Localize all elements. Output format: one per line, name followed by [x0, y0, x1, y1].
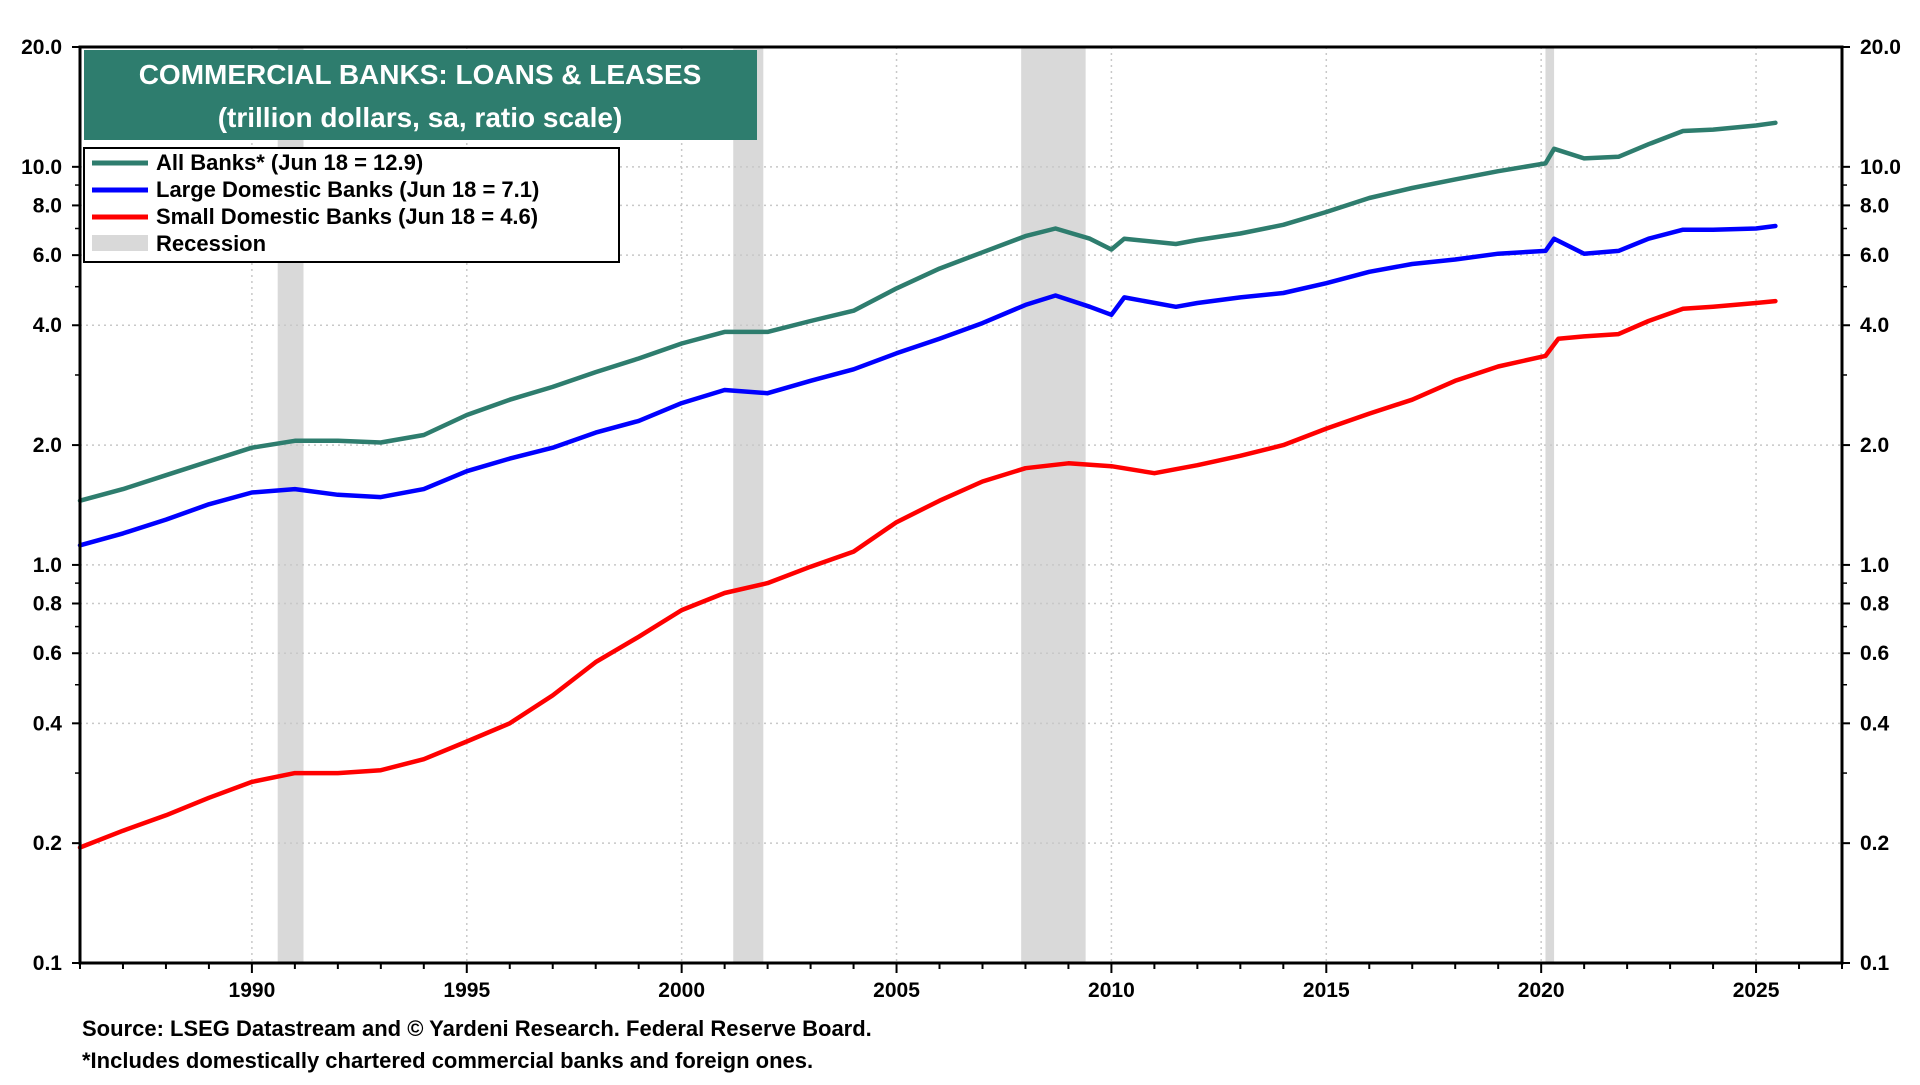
y-tick-label-right: 8.0 [1860, 194, 1889, 217]
title-box: COMMERCIAL BANKS: LOANS & LEASES (trilli… [84, 50, 757, 140]
large-domestic-banks-line [77, 223, 1778, 548]
x-tick-label: 2000 [658, 979, 705, 1002]
x-tick-label: 2010 [1088, 979, 1135, 1002]
chart-subtitle: (trillion dollars, sa, ratio scale) [218, 102, 623, 133]
legend-label-small-banks: Small Domestic Banks (Jun 18 = 4.6) [156, 204, 538, 229]
y-tick-label-right: 1.0 [1860, 554, 1889, 577]
legend-label-all-banks: All Banks* (Jun 18 = 12.9) [156, 150, 423, 175]
y-tick-label-right: 2.0 [1860, 434, 1889, 457]
x-tick-label: 2025 [1733, 979, 1780, 1002]
series-lines [77, 120, 1778, 850]
x-tick-label: 2005 [873, 979, 920, 1002]
y-tick-label-right: 10.0 [1860, 156, 1901, 179]
y-tick-label-right: 4.0 [1860, 314, 1889, 337]
y-tick-label-right: 0.2 [1860, 832, 1889, 855]
y-tick-label-left: 0.2 [33, 832, 62, 855]
legend-label-large-banks: Large Domestic Banks (Jun 18 = 7.1) [156, 177, 539, 202]
y-tick-label-left: 0.1 [33, 952, 63, 975]
recession-band [1021, 47, 1086, 963]
x-tick-label: 1995 [443, 979, 490, 1002]
y-tick-label-left: 1.0 [33, 554, 62, 577]
x-tick-label: 2020 [1518, 979, 1565, 1002]
y-tick-label-right: 6.0 [1860, 244, 1889, 267]
note-footnote: *Includes domestically chartered commerc… [82, 1048, 814, 1073]
x-tick-label: 1990 [229, 979, 276, 1002]
y-tick-label-left: 0.6 [33, 642, 62, 665]
recession-band [733, 47, 764, 963]
y-tick-label-left: 2.0 [33, 434, 62, 457]
grid-lines [80, 47, 1842, 963]
small-domestic-banks-line [77, 298, 1778, 850]
y-axis-ticks: 0.1 0.1 0.2 0.2 0.4 0.4 0.6 0.6 0.8 0.8 1.0 1.0 2.0 2… [21, 36, 1901, 975]
y-tick-label-left: 10.0 [21, 156, 62, 179]
y-tick-label-left: 6.0 [33, 244, 62, 267]
legend-label-recession: Recession [156, 231, 266, 256]
y-tick-label-left: 4.0 [33, 314, 62, 337]
x-axis-ticks: 1990 1995 2000 2005 2010 2015 2020 2025 [79, 963, 1843, 1002]
y-tick-label-right: 0.6 [1860, 642, 1889, 665]
y-tick-label-right: 0.8 [1860, 592, 1890, 615]
y-tick-label-right: 0.4 [1860, 712, 1890, 735]
recession-band [1545, 47, 1555, 963]
source-footnote: Source: LSEG Datastream and © Yardeni Re… [82, 1016, 872, 1041]
chart-title: COMMERCIAL BANKS: LOANS & LEASES [139, 59, 702, 90]
legend: All Banks* (Jun 18 = 12.9) Large Domesti… [83, 147, 620, 263]
legend-swatch-recession [92, 235, 148, 251]
y-tick-label-left: 20.0 [21, 36, 62, 59]
y-tick-label-right: 20.0 [1860, 36, 1901, 59]
y-tick-label-left: 0.4 [33, 712, 63, 735]
y-tick-label-right: 0.1 [1860, 952, 1890, 975]
title-background [84, 50, 757, 140]
plot-frame [78, 45, 1844, 965]
x-tick-label: 2015 [1303, 979, 1350, 1002]
all-banks-line [77, 120, 1778, 503]
y-tick-label-left: 8.0 [33, 194, 62, 217]
y-tick-label-left: 0.8 [33, 592, 63, 615]
legend-box [83, 147, 620, 263]
